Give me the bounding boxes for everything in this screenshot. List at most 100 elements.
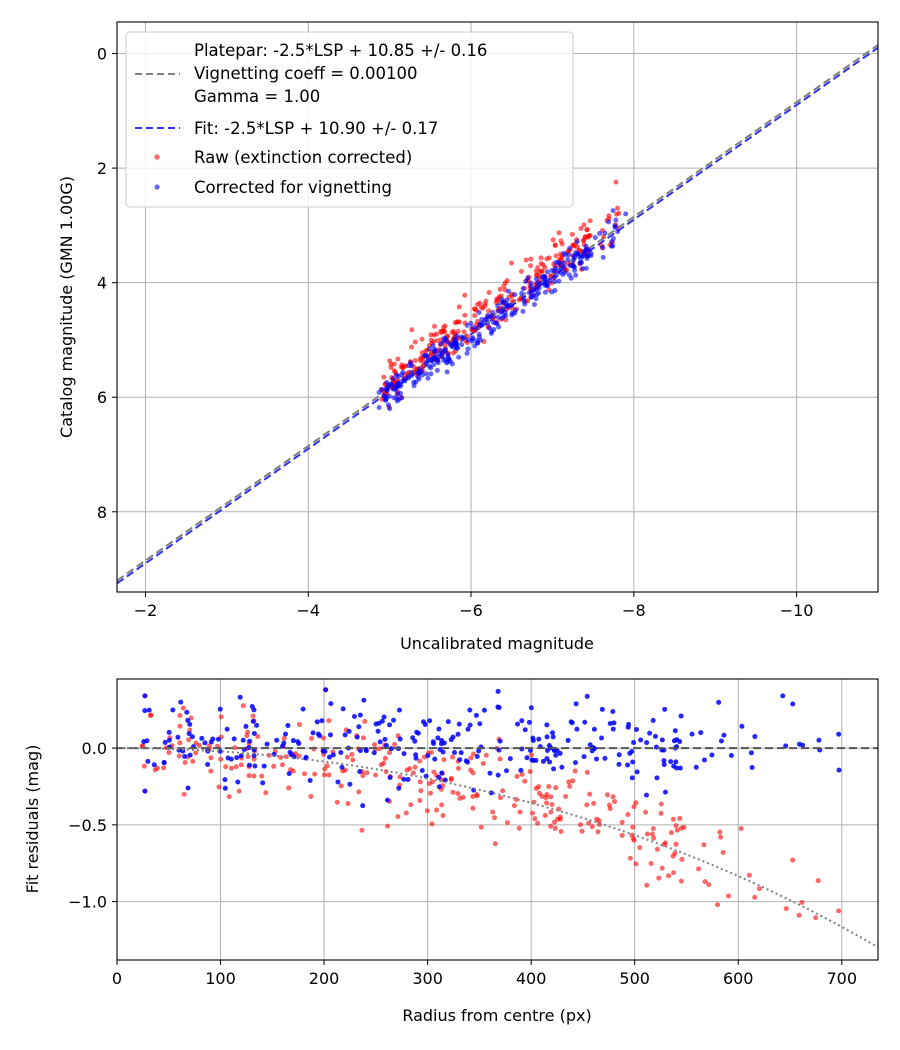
corrected-residual-point — [320, 748, 326, 754]
x-tick-label: 200 — [309, 969, 340, 988]
raw-point — [434, 338, 440, 344]
raw-residual-point — [553, 785, 559, 791]
corrected-residual-point — [356, 724, 362, 730]
corrected-residual-point — [553, 752, 559, 758]
corrected-residual-point — [456, 721, 462, 727]
corrected-point — [470, 324, 476, 330]
corrected-residual-point — [638, 737, 644, 743]
corrected-point — [382, 397, 388, 403]
corrected-point — [391, 395, 397, 401]
raw-residual-point — [470, 794, 476, 800]
raw-residual-point — [238, 762, 244, 768]
raw-point — [528, 256, 534, 262]
raw-residual-points — [139, 687, 842, 921]
corrected-point — [609, 239, 615, 245]
raw-point — [412, 358, 418, 364]
raw-residual-point — [619, 819, 625, 825]
corrected-residual-point — [546, 742, 552, 748]
corrected-residual-point — [410, 735, 416, 741]
corrected-residual-point — [414, 729, 420, 735]
raw-residual-point — [591, 800, 597, 806]
raw-residual-point — [720, 850, 726, 856]
corrected-residual-point — [616, 752, 622, 758]
raw-point — [482, 303, 488, 309]
corrected-residual-point — [526, 719, 532, 725]
x-ticks: 0 100 200 300 400 500 600 700 — [112, 960, 857, 988]
corrected-residual-point — [162, 739, 168, 745]
corrected-residual-point — [496, 747, 502, 753]
raw-residual-point — [251, 773, 257, 779]
corrected-residual-point — [467, 722, 473, 728]
corrected-residual-point — [633, 726, 639, 732]
corrected-point — [568, 275, 574, 281]
raw-residual-point — [271, 763, 277, 769]
raw-residual-point — [193, 750, 199, 756]
raw-point — [516, 297, 522, 303]
raw-residual-point — [395, 814, 401, 820]
corrected-residual-point — [151, 762, 157, 768]
raw-residual-point — [455, 765, 461, 771]
corrected-point — [553, 259, 559, 265]
corrected-residual-point — [659, 737, 665, 743]
corrected-point — [583, 265, 589, 271]
raw-point — [546, 255, 552, 261]
corrected-residual-point — [175, 734, 181, 740]
corrected-residual-point — [474, 754, 480, 760]
raw-residual-point — [511, 803, 517, 809]
corrected-residual-point — [283, 731, 289, 737]
corrected-residual-point — [497, 738, 503, 744]
corrected-residual-point — [199, 735, 205, 741]
corrected-residual-point — [357, 748, 363, 754]
raw-residual-point — [643, 809, 649, 815]
raw-residual-point — [470, 805, 476, 811]
corrected-residual-point — [625, 762, 631, 768]
corrected-residual-point — [644, 740, 650, 746]
raw-residual-point — [240, 703, 246, 709]
raw-point — [431, 323, 437, 329]
corrected-residual-point — [467, 707, 473, 713]
raw-residual-point — [474, 792, 480, 798]
corrected-point — [452, 336, 458, 342]
raw-residual-point — [434, 807, 440, 813]
raw-residual-point — [757, 886, 763, 892]
raw-residual-point — [356, 789, 362, 795]
raw-point — [409, 344, 415, 350]
raw-point — [428, 332, 434, 338]
legend-corrected-marker-icon — [154, 184, 160, 190]
corrected-point — [499, 296, 505, 302]
raw-residual-point — [426, 781, 432, 787]
corrected-residual-point — [477, 721, 483, 727]
corrected-residual-point — [436, 784, 442, 790]
corrected-residual-point — [678, 713, 684, 719]
corrected-point — [490, 320, 496, 326]
raw-residual-point — [790, 857, 796, 863]
corrected-residual-point — [599, 735, 605, 741]
corrected-point — [610, 208, 616, 214]
raw-residual-point — [658, 801, 664, 807]
raw-residual-point — [218, 714, 224, 720]
corrected-point — [544, 269, 550, 275]
corrected-point — [455, 345, 461, 351]
corrected-point — [528, 280, 534, 286]
raw-residual-point — [607, 806, 613, 812]
corrected-residual-point — [379, 718, 385, 724]
raw-residual-point — [387, 750, 393, 756]
raw-residual-point — [815, 878, 821, 884]
raw-residual-point — [417, 779, 423, 785]
y-ticks: 0.0 −0.5 −1.0 — [68, 739, 117, 912]
raw-residual-point — [232, 745, 238, 751]
raw-point — [581, 222, 587, 228]
corrected-residual-point — [836, 731, 842, 737]
raw-residual-point — [570, 778, 576, 784]
raw-point — [381, 374, 387, 380]
raw-residual-point — [738, 825, 744, 831]
raw-residual-point — [450, 789, 456, 795]
raw-point — [553, 253, 559, 259]
raw-residual-point — [480, 761, 486, 767]
corrected-point — [599, 244, 605, 250]
raw-residual-point — [326, 718, 332, 724]
corrected-point — [528, 288, 534, 294]
corrected-residual-point — [589, 748, 595, 754]
corrected-residual-point — [187, 721, 193, 727]
raw-residual-point — [233, 764, 239, 770]
